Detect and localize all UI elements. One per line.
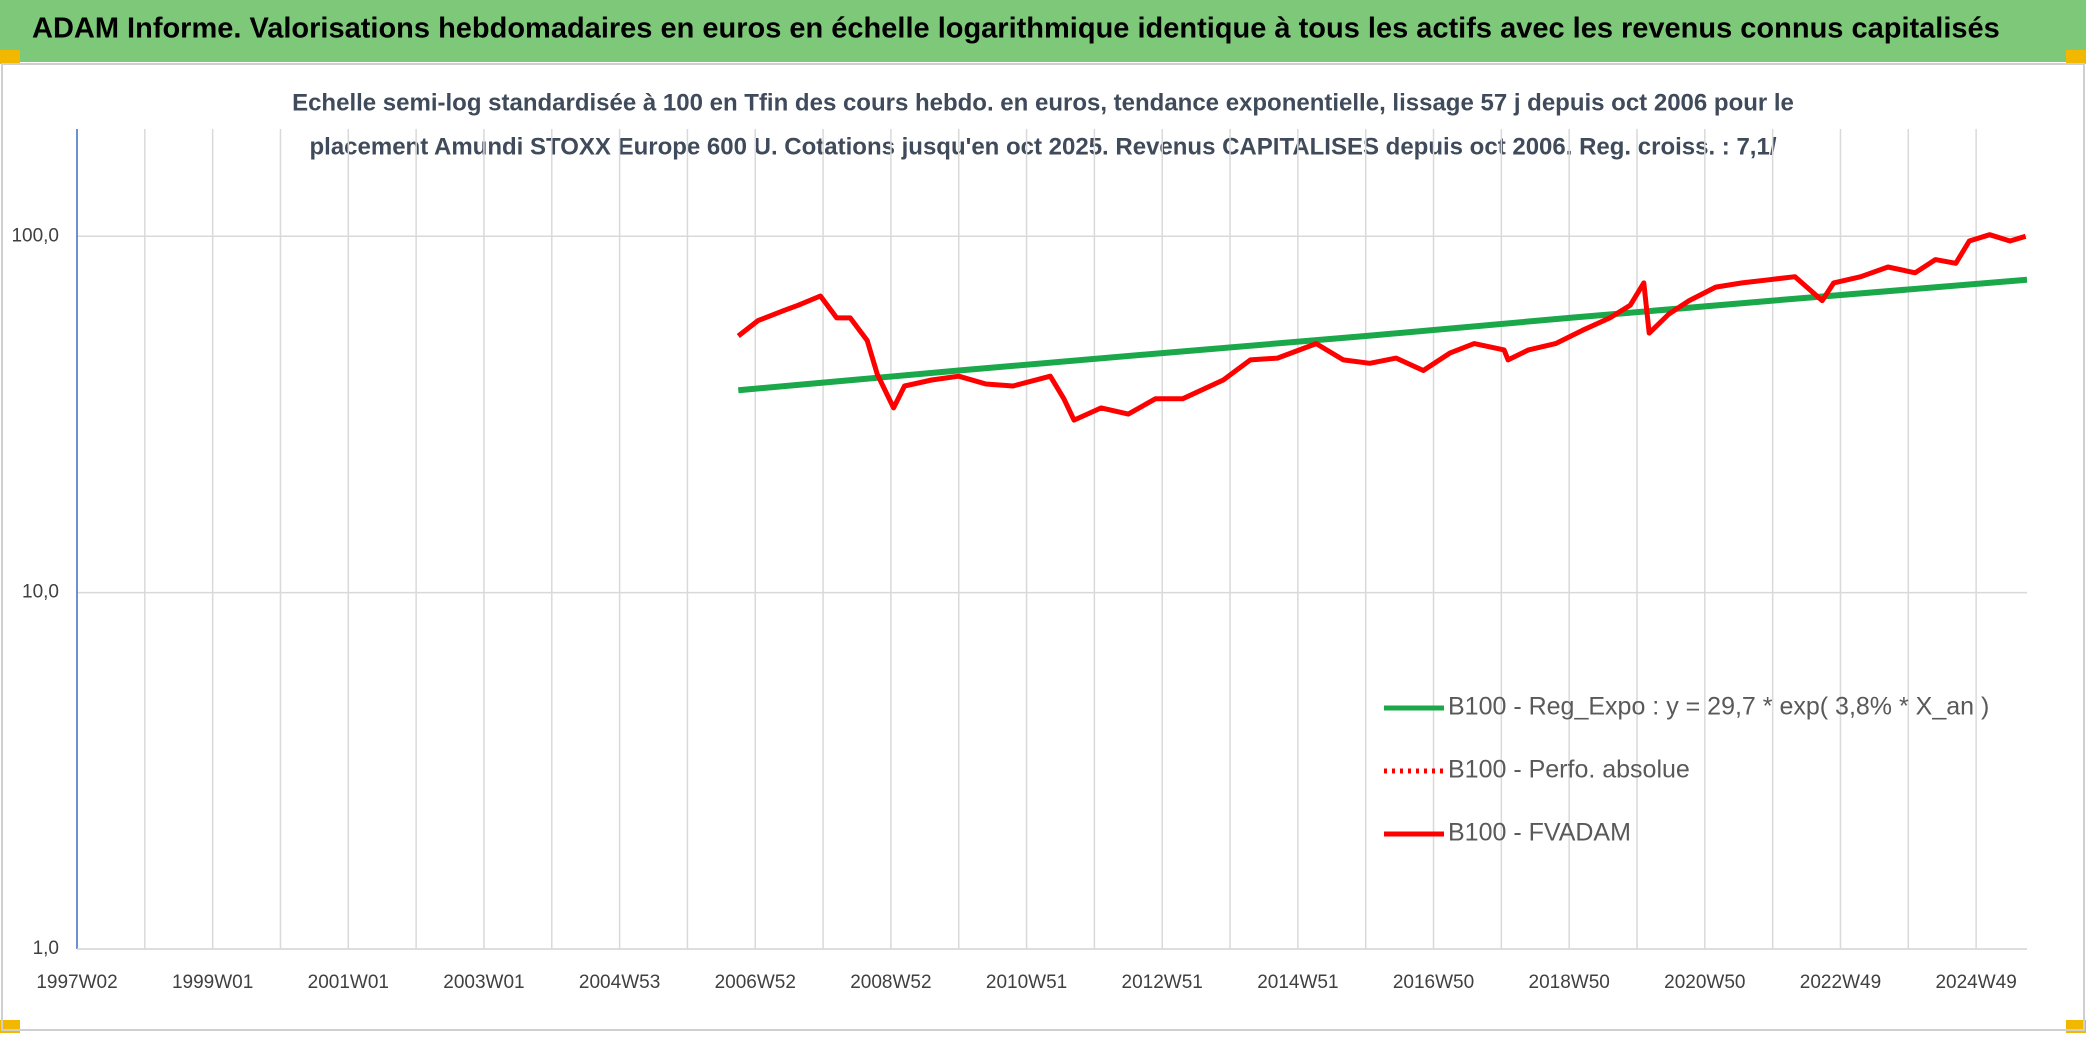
x-tick-label: 1999W01 <box>172 972 253 993</box>
series-line <box>736 232 2027 423</box>
x-tick-label: 2014W51 <box>1257 972 1338 993</box>
x-tick-label: 2003W01 <box>443 972 524 993</box>
y-tick-label: 10,0 <box>22 582 59 603</box>
corner <box>0 50 20 64</box>
x-tick-label: 2010W51 <box>986 972 1067 993</box>
x-tick-label: 2012W51 <box>1122 972 1203 993</box>
x-tick-label: 2006W52 <box>715 972 796 993</box>
x-tick-label: 2024W49 <box>1935 972 2016 993</box>
chart-subtitle: placement Amundi STOXX Europe 600 U. Cot… <box>310 133 1777 160</box>
x-tick-label: 2001W01 <box>308 972 389 993</box>
series-line <box>738 276 2028 394</box>
x-tick-label: 2008W52 <box>850 972 931 993</box>
x-tick-label: 2022W49 <box>1800 972 1881 993</box>
x-tick-label: 2004W53 <box>579 972 660 993</box>
legend-label: B100 - Reg_Expo : y = 29,7 * exp( 3,8% *… <box>1448 693 1989 721</box>
corner <box>2066 50 2086 64</box>
frame <box>1 63 2085 1031</box>
x-tick-label: 2020W50 <box>1664 972 1745 993</box>
x-tick-label: 2018W50 <box>1529 972 1610 993</box>
legend-label: B100 - Perfo. absolue <box>1448 756 1690 784</box>
x-tick-label: 1997W02 <box>36 972 117 993</box>
chart-title: Echelle semi-log standardisée à 100 en T… <box>292 89 1794 116</box>
y-tick-label: 100,0 <box>11 225 59 246</box>
header-title: ADAM Informe. Valorisations hebdomadaire… <box>32 13 2000 45</box>
header-band <box>0 0 2086 62</box>
legend-label: B100 - FVADAM <box>1448 819 1631 847</box>
y-tick-label: 1,0 <box>33 938 59 959</box>
x-tick-label: 2016W50 <box>1393 972 1474 993</box>
